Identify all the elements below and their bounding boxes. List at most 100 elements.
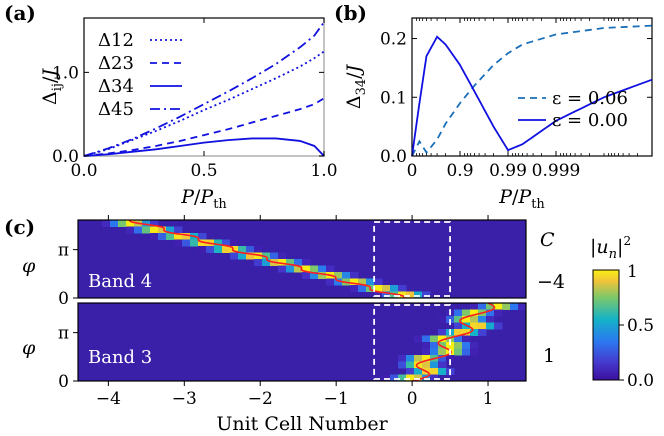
heatmap-cell [150,233,159,240]
heatmap-cell [494,309,503,317]
panel-b-xtick: 0 [407,161,418,181]
panel-c-letter: (c) [4,215,35,239]
heatmap-cell [254,252,263,260]
panel-c-xtick: −4 [96,389,121,409]
heatmap-cell [358,285,367,292]
panel-a-xlabel: P/Pth [180,186,227,212]
heatmap-cell [302,272,311,279]
heatmap-cell [230,252,239,260]
panel-c-ticks: 0 π 0 π −4 −3 −2 −1 0 1 [58,215,493,409]
heatmap-cell [470,309,479,317]
heatmap-cell [454,329,463,336]
panel-b-ytick: 0.1 [380,88,407,108]
heatmap-cell [454,335,463,343]
heatmap-cell [462,309,471,317]
heatmap-cell [374,278,383,286]
heatmap-cell [278,265,287,273]
heatmap-cell [454,309,463,317]
heatmap-cell [166,226,175,234]
panel-a-ticks: 0.0 0.5 1.0 0.0 1.0 [52,18,338,181]
heatmap-cell [462,342,471,349]
heatmap-cell [374,285,383,292]
heatmap-cell [294,259,303,266]
panel-b-series-1 [411,35,653,157]
band3-frame [77,302,527,382]
heatmap-cell [486,322,495,330]
heatmap-cell [454,342,463,349]
heatmap-cell [246,246,255,253]
heatmap-cell [398,374,407,382]
phi-tick: π [58,324,69,344]
heatmap-cell [150,220,159,227]
panel-b-ticks: 0 0.9 0.99 0.999 0.0 0.1 0.2 [380,18,653,181]
panel-b-series [411,24,653,157]
phi-tick: 0 [58,289,69,309]
heatmap-cell [430,342,439,349]
heatmap-cell [286,259,295,266]
heatmap-cell [470,316,479,323]
heatmap-cell [438,355,447,362]
heatmap-cell [438,335,447,343]
panel-a-ytick: 0.0 [52,147,79,167]
heatmap-cell [158,233,167,240]
heatmap-cell [142,220,151,227]
panel-a-legend-label: Δ12 [98,30,134,51]
panel-a-series-Δ23 [83,97,325,157]
heatmap-cell [182,233,191,240]
heatmap-cell [478,322,487,330]
heatmap-cell [406,374,415,382]
heatmap-cell [214,239,223,247]
panel-a-xtick: 0.0 [70,161,97,181]
heatmap-cell [470,348,479,356]
heatmap-cell [406,291,415,299]
heatmap-cell [174,239,183,247]
heatmap-cell [150,226,159,234]
heatmap-cell [302,265,311,273]
heatmap-cell [438,348,447,356]
heatmap-cell [430,368,439,375]
heatmap-cell [406,368,415,375]
heatmap-cell [254,246,263,253]
heatmap-cell [174,226,183,234]
heatmap-cell [446,342,455,349]
heatmap-cell [470,322,479,330]
heatmap-cell [406,355,415,362]
band3-wannier-center [411,302,496,382]
heatmap-cell [254,259,263,266]
heatmap-cell [374,291,383,299]
heatmap-cell [478,329,487,336]
heatmap-cell [382,291,391,299]
heatmap-cell [422,342,431,349]
heatmap-cell [486,309,495,317]
chern-label: C [540,229,555,251]
band3-unit-cell-box [373,304,451,380]
heatmap-cell [198,246,207,253]
panel-b-legend-label: ε = 0.00 [552,110,628,131]
heatmap-cell [454,322,463,330]
panel-b-ylabel: Δ34/J [343,63,369,109]
heatmap-cell [246,252,255,260]
heatmap-cell [414,361,423,369]
heatmap-cell [414,291,423,299]
heatmap-cell [366,278,375,286]
band3-label: Band 3 [88,347,152,368]
heatmap-cell [470,342,479,349]
panel-c-xlabel: Unit Cell Number [216,413,388,435]
colorbar-tick-0: 0.0 [627,371,654,391]
heatmap-cell [302,259,311,266]
colorbar-tick-05: 0.5 [627,316,654,336]
heatmap-cell [414,374,423,382]
heatmap-cell [278,259,287,266]
heatmap-cell [262,252,271,260]
heatmap-cell [222,246,231,253]
panel-b-ytick: 0.2 [380,30,407,50]
heatmap-cell [134,226,143,234]
heatmap-cell [422,291,431,299]
colorbar-label: |un|2 [590,234,631,262]
heatmap-cell [406,361,415,369]
panel-b-xtick: 0.99 [489,161,527,181]
band4-unit-cell-box [373,221,451,297]
heatmap-cell [126,220,135,227]
